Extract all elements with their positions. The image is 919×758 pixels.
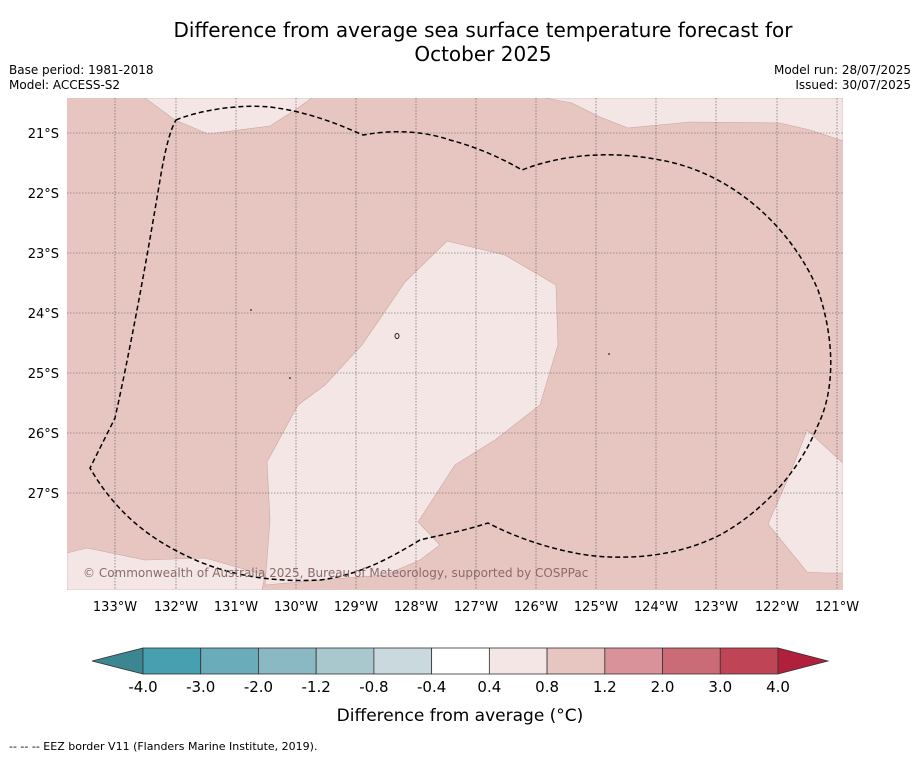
lat-label: 21°S xyxy=(28,127,59,142)
lat-label: 24°S xyxy=(28,307,59,322)
longitude-labels: 133°W 132°W 131°W 130°W 129°W 128°W 127°… xyxy=(93,600,859,615)
model-name: Model: ACCESS-S2 xyxy=(9,78,121,92)
map-title: Difference from average sea surface temp… xyxy=(0,18,919,66)
map-figure: © Commonwealth of Australia 2025, Bureau… xyxy=(28,98,859,615)
colorbar: -4.0 -3.0 -2.0 -1.2 -0.8 -0.4 0.4 0.8 1.2 2.0 3.0 4… xyxy=(91,647,830,726)
graticule xyxy=(67,98,843,590)
colorbar-tick-label: -2.0 xyxy=(244,678,273,696)
colorbar-tick-label: 0.8 xyxy=(535,678,559,696)
colorbar-segment xyxy=(373,647,433,675)
lon-label: 128°W xyxy=(394,600,438,615)
lon-label: 131°W xyxy=(214,600,258,615)
lat-label: 26°S xyxy=(28,427,59,442)
colorbar-tick-label: -3.0 xyxy=(186,678,215,696)
colorbar-tick-label: 0.4 xyxy=(477,678,501,696)
lon-label: 124°W xyxy=(634,600,678,615)
issued-date: Issued: 30/07/2025 xyxy=(795,78,911,92)
colorbar-tick-label: 4.0 xyxy=(766,678,790,696)
colorbar-ticks: -4.0 -3.0 -2.0 -1.2 -0.8 -0.4 0.4 0.8 1.2 2.0 3.0 4… xyxy=(128,678,790,696)
island-marker xyxy=(608,353,610,355)
colorbar-label: Difference from average (°C) xyxy=(337,706,584,726)
lat-label: 22°S xyxy=(28,187,59,202)
colorbar-tick-label: -0.4 xyxy=(417,678,446,696)
lat-label: 27°S xyxy=(28,487,59,502)
colorbar-segment xyxy=(142,647,202,675)
lat-label: 25°S xyxy=(28,367,59,382)
colorbar-segment xyxy=(604,647,663,675)
title-line-1: Difference from average sea surface temp… xyxy=(173,18,793,42)
anomaly-0-4-0-8-region-bottom-right xyxy=(767,429,843,574)
anomaly-0-4-0-8-region-bottom-left xyxy=(67,547,266,590)
meta-right: Model run: 28/07/2025 Issued: 30/07/2025 xyxy=(774,63,911,93)
colorbar-tick-label: 2.0 xyxy=(651,678,675,696)
island-marker xyxy=(250,309,252,311)
anomaly-0-4-0-8-region-center xyxy=(264,240,559,586)
island-marker xyxy=(289,377,291,379)
anomaly-0-4-0-8-region-top-left xyxy=(144,98,313,135)
colorbar-segment xyxy=(431,647,490,675)
title-line-2: October 2025 xyxy=(414,42,552,66)
lon-label: 122°W xyxy=(755,600,799,615)
colorbar-segment xyxy=(719,647,779,675)
colorbar-segment xyxy=(488,647,548,675)
lon-label: 132°W xyxy=(154,600,198,615)
colorbar-tick-label: -0.8 xyxy=(359,678,388,696)
lon-label: 130°W xyxy=(274,600,318,615)
lon-label: 129°W xyxy=(334,600,378,615)
anomaly-0-4-0-8-region-top-right xyxy=(544,98,843,142)
colorbar-tick-label: -1.2 xyxy=(302,678,331,696)
colorbar-segment xyxy=(662,647,721,675)
lon-label: 121°W xyxy=(815,600,859,615)
meta-left: Base period: 1981-2018 Model: ACCESS-S2 xyxy=(9,63,154,93)
colorbar-segment xyxy=(315,647,375,675)
eez-footnote: -- -- -- EEZ border V11 (Flanders Marine… xyxy=(9,740,318,753)
island-marker xyxy=(394,333,400,339)
colorbar-segment xyxy=(200,647,259,675)
lon-label: 127°W xyxy=(454,600,498,615)
colorbar-extend-low xyxy=(91,647,144,675)
colorbar-tick-label: 1.2 xyxy=(593,678,617,696)
colorbar-tick-label: 3.0 xyxy=(708,678,732,696)
colorbar-extend-high xyxy=(777,647,830,675)
lon-label: 126°W xyxy=(514,600,558,615)
lon-label: 133°W xyxy=(93,600,137,615)
lon-label: 123°W xyxy=(694,600,738,615)
latitude-labels: 21°S 22°S 23°S 24°S 25°S 26°S 27°S xyxy=(28,127,59,502)
copyright-notice: © Commonwealth of Australia 2025, Bureau… xyxy=(83,566,588,580)
colorbar-segment xyxy=(258,647,317,675)
colorbar-segment xyxy=(546,647,606,675)
map-area: © Commonwealth of Australia 2025, Bureau… xyxy=(67,98,843,590)
colorbar-segments xyxy=(91,647,830,675)
base-period: Base period: 1981-2018 xyxy=(9,63,154,77)
model-run: Model run: 28/07/2025 xyxy=(773,63,911,77)
lat-label: 23°S xyxy=(28,247,59,262)
colorbar-tick-label: -4.0 xyxy=(128,678,157,696)
eez-border xyxy=(89,105,832,582)
lon-label: 125°W xyxy=(574,600,618,615)
